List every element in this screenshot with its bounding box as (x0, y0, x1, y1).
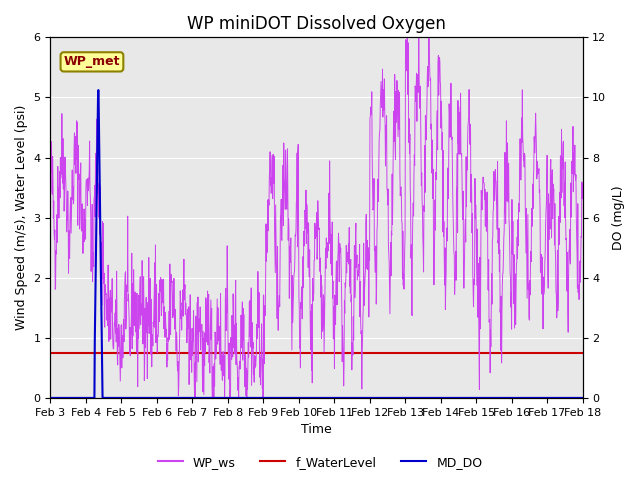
Legend: WP_ws, f_WaterLevel, MD_DO: WP_ws, f_WaterLevel, MD_DO (152, 451, 488, 474)
X-axis label: Time: Time (301, 423, 332, 436)
MD_DO (165, 395, 173, 401)
WP_ws (469, 285, 477, 290)
MD_DO (225, 395, 232, 401)
MD_DO (516, 395, 524, 401)
Y-axis label: Wind Speed (m/s), Water Level (psi): Wind Speed (m/s), Water Level (psi) (15, 105, 28, 330)
WP_ws (415, 35, 422, 40)
WP_ws (191, 395, 198, 401)
MD_DO (152, 395, 160, 401)
WP_ws (579, 181, 586, 187)
Line: WP_ws: WP_ws (51, 37, 582, 398)
MD_DO (579, 395, 586, 401)
WP_ws (165, 326, 173, 332)
MD_DO (95, 87, 102, 93)
WP_ws (152, 340, 159, 346)
Line: MD_DO: MD_DO (51, 90, 582, 398)
WP_ws (516, 136, 524, 142)
WP_ws (225, 376, 232, 382)
Text: WP_met: WP_met (64, 55, 120, 68)
Title: WP miniDOT Dissolved Oxygen: WP miniDOT Dissolved Oxygen (187, 15, 446, 33)
MD_DO (47, 395, 54, 401)
MD_DO (469, 395, 477, 401)
Y-axis label: DO (mg/L): DO (mg/L) (612, 185, 625, 250)
WP_ws (47, 151, 54, 157)
MD_DO (399, 395, 407, 401)
WP_ws (399, 282, 407, 288)
